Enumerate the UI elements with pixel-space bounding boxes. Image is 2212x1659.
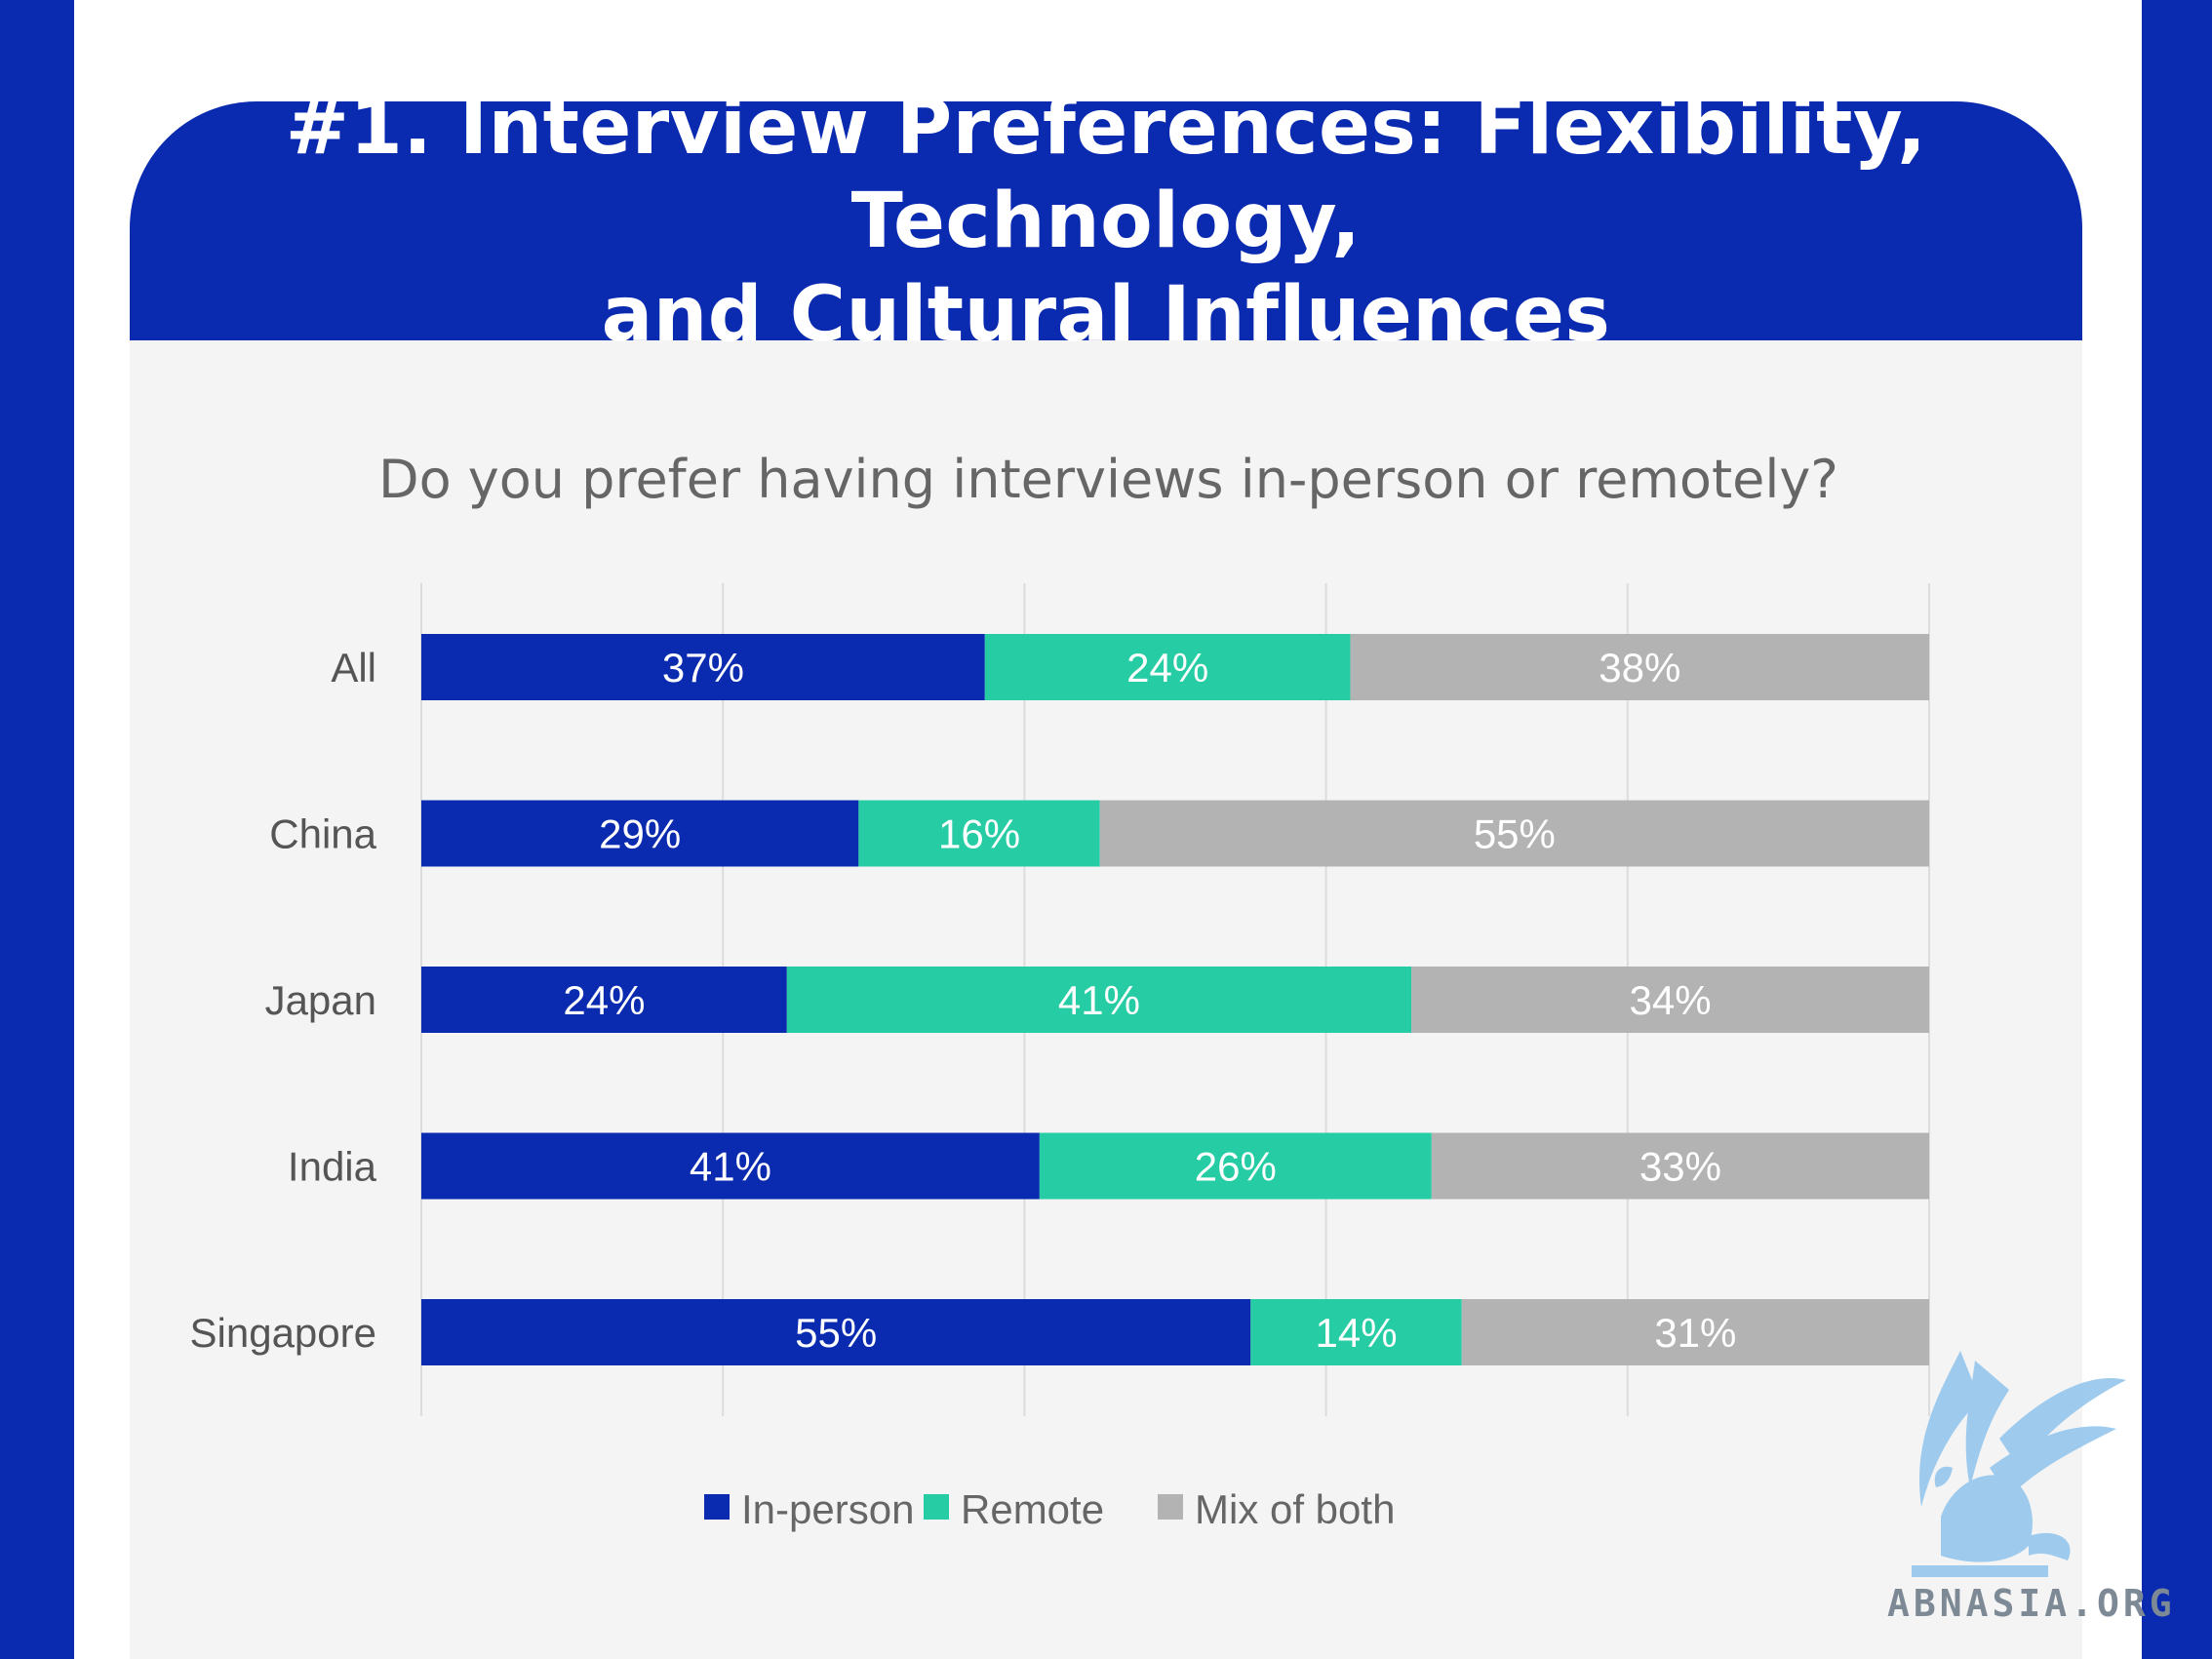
- bar-segment: [421, 634, 985, 700]
- right-border-band: [2142, 0, 2212, 1659]
- title-banner: #1. Interview Preferences: Flexibility, …: [130, 101, 2082, 359]
- category-label: All: [331, 645, 376, 691]
- bar-segment: [1411, 967, 1929, 1033]
- data-label: 26%: [1195, 1144, 1277, 1190]
- data-label: 41%: [1058, 977, 1140, 1023]
- data-label: 24%: [563, 977, 645, 1023]
- data-label: 34%: [1629, 977, 1711, 1023]
- legend-label: Mix of both: [1195, 1486, 1395, 1532]
- bar-segment: [1350, 634, 1929, 700]
- bar-segment: [1039, 1132, 1432, 1200]
- bar-segment: [984, 634, 1351, 700]
- bar-segment: [786, 967, 1412, 1033]
- bar-segment: [421, 1299, 1251, 1365]
- data-label: 38%: [1599, 645, 1680, 691]
- griffin-logo-icon: [1912, 1351, 2126, 1577]
- data-label: 29%: [599, 811, 681, 857]
- legend-swatch: [1158, 1494, 1183, 1520]
- data-label: 16%: [938, 811, 1020, 857]
- left-border-band: [0, 0, 74, 1659]
- category-label: China: [269, 811, 376, 857]
- bar-segment: [858, 800, 1100, 867]
- watermark-text: ABNASIA.ORG: [1887, 1582, 2176, 1625]
- bar-segment: [421, 967, 787, 1033]
- legend-swatch: [704, 1494, 730, 1520]
- category-label: Singapore: [190, 1310, 376, 1356]
- content-card: #1. Interview Preferences: Flexibility, …: [130, 101, 2082, 1659]
- page-title: #1. Interview Preferences: Flexibility, …: [285, 101, 1927, 359]
- data-label: 24%: [1126, 645, 1208, 691]
- legend-swatch: [924, 1494, 949, 1520]
- data-label: 55%: [1474, 811, 1556, 857]
- data-label: 14%: [1315, 1310, 1397, 1356]
- category-label: Japan: [265, 977, 376, 1023]
- bar-segment: [421, 1132, 1040, 1200]
- bar-segment: [1431, 1132, 1929, 1200]
- bar-segment: [421, 800, 859, 867]
- data-label: 41%: [690, 1144, 771, 1190]
- legend-label: Remote: [961, 1486, 1104, 1532]
- data-label: 33%: [1639, 1144, 1721, 1190]
- chart-title: Do you prefer having interviews in-perso…: [378, 449, 1838, 510]
- data-label: 55%: [795, 1310, 877, 1356]
- legend-label: In-person: [741, 1486, 914, 1532]
- bar-segment: [1250, 1299, 1462, 1365]
- category-label: India: [288, 1144, 377, 1190]
- data-label: 31%: [1654, 1310, 1736, 1356]
- bar-segment: [1461, 1299, 1929, 1365]
- data-label: 37%: [662, 645, 744, 691]
- bar-segment: [1099, 800, 1929, 867]
